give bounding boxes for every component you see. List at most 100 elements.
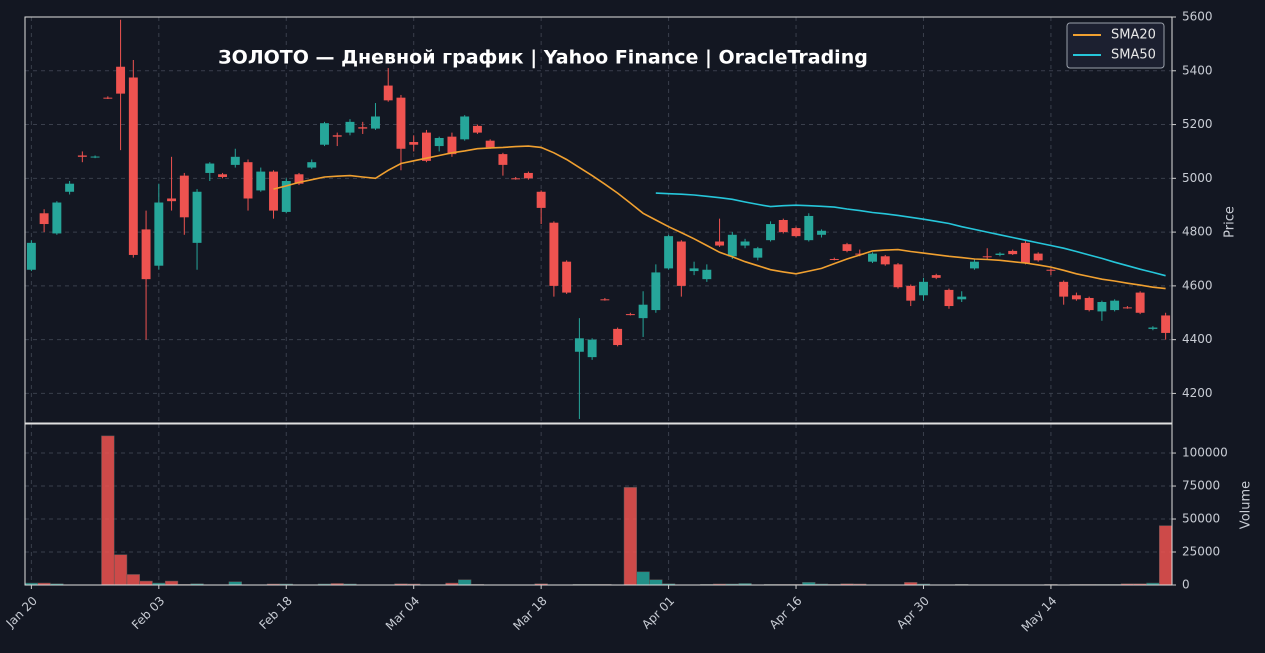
candle-body xyxy=(1135,292,1145,313)
volume-tick-label: 100000 xyxy=(1182,446,1228,460)
candle-body xyxy=(1008,250,1018,255)
legend: SMA20 SMA50 xyxy=(1066,22,1165,69)
volume-bar xyxy=(139,580,153,586)
candle-body xyxy=(447,136,457,155)
volume-tick-label: 25000 xyxy=(1182,545,1220,559)
candle-body xyxy=(1097,302,1107,312)
candle-body xyxy=(434,137,444,147)
candle-body xyxy=(868,253,877,262)
candle-body xyxy=(358,127,368,129)
candle-body xyxy=(562,261,572,293)
candle-body xyxy=(1122,307,1132,309)
candle-body xyxy=(243,162,253,199)
candle-body xyxy=(116,66,126,94)
y-tick-label: 5400 xyxy=(1182,63,1213,77)
candle-body xyxy=(1020,242,1030,264)
candle-body xyxy=(1148,327,1158,329)
candle-body xyxy=(689,268,699,272)
candle-body xyxy=(715,241,725,246)
price-frame xyxy=(24,16,1173,424)
volume-bar xyxy=(1159,525,1173,586)
candle-body xyxy=(498,154,508,165)
sma-line xyxy=(655,192,1166,277)
chart-title: ЗОЛОТО — Дневной график | Yahoo Finance … xyxy=(218,47,868,69)
candle-body xyxy=(167,198,177,202)
legend-label: SMA50 xyxy=(1111,48,1156,63)
volume-tick-label: 50000 xyxy=(1182,512,1220,526)
candle-body xyxy=(192,191,202,243)
candle-body xyxy=(766,224,776,241)
candle-body xyxy=(600,299,610,301)
candle-body xyxy=(52,202,62,234)
candle-body xyxy=(26,242,36,270)
candle-body xyxy=(371,116,380,129)
candle-body xyxy=(893,264,903,288)
candle-body xyxy=(179,175,189,218)
candle-body xyxy=(638,304,648,319)
volume-tick-label: 0 xyxy=(1182,578,1190,592)
candle-body xyxy=(944,289,954,307)
candle-body xyxy=(77,155,87,157)
volume-bar xyxy=(164,580,179,586)
candle-body xyxy=(753,248,763,258)
candle-body xyxy=(269,171,278,211)
candle-body xyxy=(1110,300,1120,311)
candle-body xyxy=(676,241,686,286)
candle-body xyxy=(817,230,826,235)
legend-label: SMA20 xyxy=(1111,28,1156,43)
candle-body xyxy=(842,244,852,251)
candle-body xyxy=(460,116,470,140)
candle-body xyxy=(1033,253,1043,261)
candle-body xyxy=(1046,269,1056,271)
y-tick-label: 5600 xyxy=(1182,10,1213,24)
candle-body xyxy=(523,172,533,179)
y-tick-label: 4200 xyxy=(1182,386,1213,400)
volume-bar xyxy=(101,435,115,586)
candle-body xyxy=(995,253,1005,255)
sma-line xyxy=(273,145,1166,290)
candle-body xyxy=(320,123,329,145)
candle-body xyxy=(906,285,916,301)
volume-bar xyxy=(623,487,637,586)
y-tick-label: 5200 xyxy=(1182,117,1213,131)
candle-body xyxy=(128,77,138,255)
y-tick-label: 4400 xyxy=(1182,332,1213,346)
candle-body xyxy=(485,140,495,148)
volume-bar xyxy=(458,579,472,586)
candle-body xyxy=(931,275,941,278)
candle-body xyxy=(791,228,801,237)
volume-axis-label: Volume xyxy=(1239,481,1254,529)
candle-body xyxy=(90,156,100,158)
y-tick-label: 4800 xyxy=(1182,225,1213,239)
candle-body xyxy=(829,258,839,260)
candle-body xyxy=(256,171,266,191)
candle-body xyxy=(651,272,661,311)
candle-body xyxy=(332,135,342,137)
candle-body xyxy=(141,229,151,280)
candle-body xyxy=(536,191,546,208)
volume-frame xyxy=(24,423,1173,586)
candle-body xyxy=(281,181,291,212)
candle-body xyxy=(804,215,814,241)
volume-bar xyxy=(126,574,140,586)
candle-body xyxy=(307,162,317,168)
candle-body xyxy=(957,296,967,300)
candle-body xyxy=(65,183,75,192)
candle-body xyxy=(1084,297,1094,311)
candle-body xyxy=(511,178,521,180)
candle-body xyxy=(613,328,623,346)
candle-body xyxy=(919,281,928,296)
candle-body xyxy=(778,220,788,233)
candle-body xyxy=(39,213,49,225)
candle-body xyxy=(294,174,304,184)
candle-body xyxy=(230,156,240,165)
volume-bar xyxy=(636,571,650,586)
candle-body xyxy=(396,97,406,149)
candle-body xyxy=(1161,315,1171,333)
candle-body xyxy=(421,132,431,161)
candle-body xyxy=(549,222,559,286)
candle-body xyxy=(740,241,750,246)
candle-body xyxy=(345,121,355,133)
candle-body xyxy=(970,261,979,269)
